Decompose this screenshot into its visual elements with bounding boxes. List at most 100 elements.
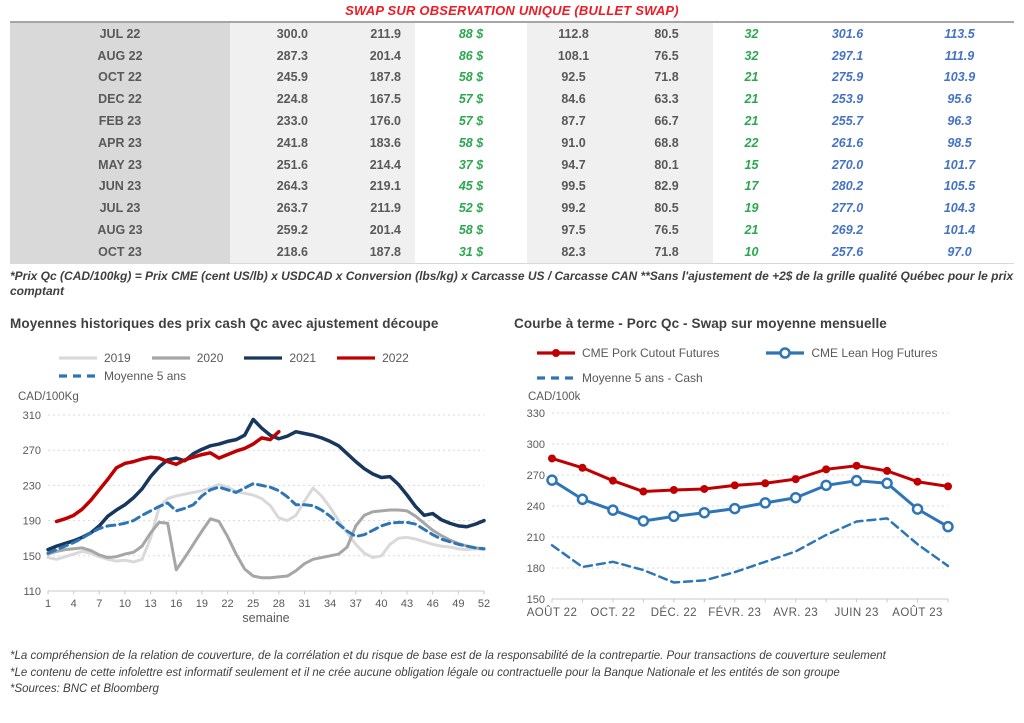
- marker-dot: [883, 466, 892, 475]
- legend-label: 2022: [382, 350, 409, 365]
- table-cell: 176.0: [322, 110, 415, 132]
- marker-dot: [852, 461, 861, 470]
- chart-right-plot: 150 180 210 240 270 300 330 AOÛT 22 OCT. 22 DÉC. …: [514, 405, 1014, 626]
- marker-circle: [820, 479, 832, 492]
- table-cell: 31 $: [458, 244, 484, 259]
- series-2020: [46, 508, 486, 580]
- table-cell: 66.7: [620, 110, 713, 132]
- table-cell: OCT 23: [10, 240, 230, 264]
- table-cell: 219.1: [322, 175, 415, 198]
- table-footnote: *Prix Qc (CAD/100kg) = Prix CME (cent US…: [10, 268, 1014, 299]
- table-cell: 32: [744, 48, 759, 63]
- legend-item-moyenne-5-ans-cash: Moyenne 5 ans - Cash: [536, 371, 703, 385]
- svg-text:16: 16: [170, 598, 182, 610]
- svg-text:13: 13: [144, 598, 156, 610]
- table-cell: 211.9: [322, 197, 415, 220]
- table-cell: 80.5: [620, 197, 713, 220]
- table-cell: 96.3: [947, 114, 972, 129]
- svg-text:DÉC. 22: DÉC. 22: [651, 606, 697, 619]
- table-cell: 95.6: [947, 92, 972, 107]
- table-cell: 214.4: [322, 153, 415, 176]
- chart-forward-curve: Courbe à terme - Porc Qc - Swap sur moye…: [514, 316, 1014, 636]
- charts-row: Moyennes historiques des prix cash Qc av…: [0, 316, 1024, 636]
- table-cell: 97.5: [527, 219, 620, 241]
- legend-swatch-cme-pork-cutout-futures: [537, 349, 575, 358]
- svg-text:28: 28: [273, 598, 285, 610]
- svg-text:150: 150: [527, 594, 545, 606]
- table-row: OCT 23 218.6 187.8 31 $ 82.3 71.8 10 257.6 97.0: [10, 240, 1014, 264]
- table-cell: 87.7: [527, 110, 620, 132]
- table-cell: 58 $: [458, 223, 484, 238]
- series-moyenne-5-ans-cash: [550, 517, 950, 584]
- table-cell: 105.5: [943, 179, 976, 194]
- legend-swatch-cme-lean-hog-futures: [766, 347, 805, 360]
- marker-dot: [822, 465, 831, 474]
- series-2019: [46, 482, 486, 564]
- series-cme-pork-cutout-futures: [550, 456, 950, 493]
- table-cell: 251.6: [230, 153, 322, 176]
- chart-left-y-axis-label: CAD/100Kg: [18, 390, 79, 403]
- legend-label: CME Pork Cutout Futures: [582, 346, 720, 361]
- table-cell: DEC 22: [10, 88, 230, 111]
- disclaimer: *La compréhension de la relation de couv…: [10, 648, 1014, 698]
- table-cell: 108.1: [527, 44, 620, 67]
- table-row: DEC 22 224.8 167.5 57 $ 84.6 63.3 21 253.9 95.6: [10, 88, 1014, 111]
- table-cell: 99.2: [527, 197, 620, 220]
- table-row: FEB 23 233.0 176.0 57 $ 87.7 66.7 21 255.7 96.3: [10, 110, 1014, 132]
- table-cell: 68.8: [620, 131, 713, 154]
- disclaimer-line: *La compréhension de la relation de couv…: [10, 649, 886, 662]
- svg-text:FÉVR. 23: FÉVR. 23: [708, 606, 761, 619]
- table-cell: 277.0: [831, 201, 864, 216]
- table-cell: AUG 22: [10, 44, 230, 67]
- table-cell: 76.5: [620, 219, 713, 241]
- table-cell: 76.5: [620, 44, 713, 67]
- table-cell: JUL 23: [10, 197, 230, 220]
- marker-circle: [698, 506, 711, 519]
- table-cell: 183.6: [322, 131, 415, 154]
- table-cell: 86 $: [458, 48, 484, 63]
- svg-text:4: 4: [71, 598, 77, 610]
- table-cell: 275.9: [831, 70, 864, 85]
- svg-text:270: 270: [527, 470, 545, 482]
- table-cell: 21: [744, 223, 759, 238]
- table-cell: 98.5: [947, 135, 972, 150]
- sources-line: *Sources: BNC et Bloomberg: [10, 683, 159, 696]
- svg-text:150: 150: [23, 551, 41, 563]
- legend-swatch-moyenne-5-ans-cash: [537, 376, 575, 381]
- table-cell: 88 $: [458, 26, 484, 41]
- table-row: AUG 23 259.2 201.4 58 $ 97.5 76.5 21 269.2 101.4: [10, 219, 1014, 241]
- table-cell: 71.8: [620, 240, 713, 264]
- table-cell: 261.6: [831, 135, 864, 150]
- marker-dot: [608, 476, 617, 485]
- table-cell: 211.9: [322, 22, 415, 45]
- table-cell: 111.9: [944, 48, 975, 63]
- table-cell: 113.5: [944, 26, 975, 41]
- svg-text:OCT. 22: OCT. 22: [590, 607, 635, 619]
- table-cell: 82.9: [620, 175, 713, 198]
- svg-text:240: 240: [527, 501, 545, 513]
- legend-item-2021: 2021: [243, 351, 316, 365]
- marker-dot: [913, 477, 922, 486]
- series-2022: [54, 429, 281, 524]
- svg-text:180: 180: [527, 563, 545, 575]
- marker-dot: [700, 484, 709, 493]
- table-cell: 82.3: [527, 240, 620, 264]
- chart-right-y-axis-label: CAD/100k: [528, 390, 581, 403]
- table-cell: 10: [744, 244, 759, 259]
- marker-dot: [669, 485, 678, 494]
- marker-dot: [639, 487, 648, 496]
- table-cell: 57 $: [458, 92, 484, 107]
- table-cell: 21: [744, 70, 759, 85]
- legend-label: Moyenne 5 ans - Cash: [582, 371, 703, 386]
- swap-table: JUL 22 300.0 211.9 88 $112.8 80.5 32 301.6 113.…: [10, 21, 1014, 264]
- table-cell: APR 23: [10, 131, 230, 154]
- marker-circle: [942, 520, 954, 533]
- legend-swatch-2019: [59, 356, 97, 360]
- marker-circle: [576, 493, 589, 505]
- marker-dot: [730, 481, 739, 490]
- right-plot-svg: 150 180 210 240 270 300 330 AOÛT 22 OCT. 22 DÉC. …: [527, 408, 954, 619]
- disclaimer-line: *Le contenu de cette infolettre est info…: [10, 666, 840, 679]
- table-cell: 104.3: [943, 201, 976, 216]
- table-cell: 37 $: [458, 157, 484, 172]
- svg-text:AOÛT 23: AOÛT 23: [892, 606, 943, 619]
